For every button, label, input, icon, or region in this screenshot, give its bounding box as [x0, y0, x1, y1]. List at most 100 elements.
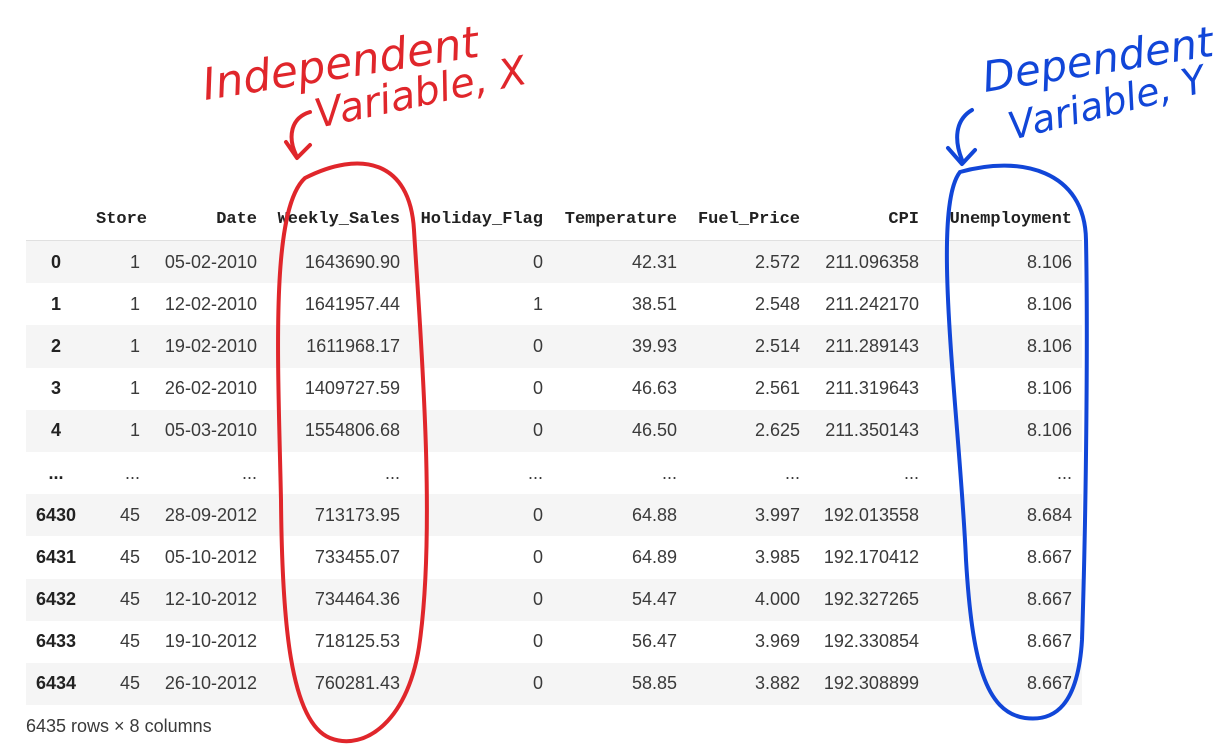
table-row: 3 1 26-02-2010 1409727.59 0 46.63 2.561 211.319…: [26, 367, 1082, 410]
cell-holiday-flag: ...: [527, 462, 543, 483]
table-row: ...........................: [26, 451, 1082, 495]
cell-fuel-price: 4.000: [754, 589, 800, 610]
cell-unemployment: 8.106: [1026, 293, 1072, 314]
cell-holiday-flag: 0: [532, 546, 543, 567]
table-row: 6434 45 26-10-2012 760281.43 0 58.85 3.882 192.…: [26, 662, 1082, 706]
cell-unemployment: 8.667: [1026, 589, 1072, 610]
cell-holiday-flag: 0: [532, 251, 543, 272]
table-row: 6433 45 19-10-2012 718125.53 0 56.47 3.969 192.…: [26, 620, 1082, 663]
cell-store: 1: [129, 420, 140, 441]
cell-unemployment: 8.106: [1026, 420, 1072, 441]
cell-date: 28-09-2012: [164, 504, 257, 525]
cell-fuel-price: 2.514: [754, 335, 800, 356]
cell-unemployment: 8.667: [1026, 546, 1072, 567]
cell-date: 26-02-2010: [164, 378, 257, 399]
table-row: 6430 45 28-09-2012 713173.95 0 64.88 3.997 192.…: [26, 494, 1082, 537]
cell-fuel-price: 2.572: [754, 251, 800, 272]
cell-date: 19-10-2012: [164, 631, 257, 652]
cell-holiday-flag: 0: [532, 378, 543, 399]
cell-date: 05-10-2012: [164, 546, 257, 567]
cell-holiday-flag: 0: [532, 335, 543, 356]
cell-fuel-price: ...: [784, 462, 800, 483]
cell-store: 1: [129, 335, 140, 356]
cell-store: 1: [129, 293, 140, 314]
cell-date: 05-03-2010: [164, 420, 257, 441]
cell-temperature: 64.88: [631, 504, 677, 525]
row-index: 6432: [36, 589, 77, 610]
row-index: 4: [50, 420, 61, 441]
red-arrowhead-icon: [284, 140, 312, 160]
cell-fuel-price: 3.969: [754, 631, 800, 652]
cell-cpi: 192.013558: [823, 504, 919, 525]
column-header-store: Store: [86, 198, 150, 241]
table-row: 6431 45 05-10-2012 733455.07 0 64.89 3.985 192.…: [26, 536, 1082, 579]
cell-cpi: 211.096358: [825, 251, 919, 272]
cell-cpi: 211.350143: [825, 420, 919, 441]
cell-store: 45: [119, 589, 140, 610]
cell-store: 45: [119, 546, 140, 567]
cell-date: ...: [241, 462, 257, 483]
column-header-fuel-price: Fuel_Price: [687, 198, 810, 241]
cell-store: 1: [129, 378, 140, 399]
cell-cpi: 192.308899: [823, 673, 919, 694]
cell-weekly-sales: 1641957.44: [304, 293, 400, 314]
cell-unemployment: 8.684: [1026, 504, 1072, 525]
blue-arrowhead-icon: [946, 146, 977, 166]
cell-temperature: 46.50: [631, 420, 677, 441]
cell-fuel-price: 3.882: [754, 673, 800, 694]
cell-cpi: 192.330854: [823, 631, 919, 652]
cell-weekly-sales: 734464.36: [314, 589, 400, 610]
cell-temperature: 39.93: [631, 335, 677, 356]
cell-store: 45: [119, 673, 140, 694]
cell-weekly-sales: 1643690.90: [304, 251, 400, 272]
cell-temperature: 38.51: [631, 293, 677, 314]
cell-date: 12-10-2012: [164, 589, 257, 610]
cell-temperature: 46.63: [631, 378, 677, 399]
cell-date: 05-02-2010: [164, 251, 257, 272]
dependent-label-line1: Dependent: [979, 17, 1218, 102]
cell-weekly-sales: ...: [384, 462, 400, 483]
cell-temperature: ...: [661, 462, 677, 483]
cell-unemployment: 8.667: [1026, 631, 1072, 652]
cell-unemployment: 8.667: [1026, 673, 1072, 694]
cell-weekly-sales: 718125.53: [314, 631, 400, 652]
cell-date: 26-10-2012: [164, 673, 257, 694]
cell-fuel-price: 2.625: [754, 420, 800, 441]
cell-fuel-price: 3.997: [754, 504, 800, 525]
column-header-unemployment: Unemployment: [929, 198, 1082, 241]
cell-unemployment: 8.106: [1026, 335, 1072, 356]
cell-unemployment: 8.106: [1026, 378, 1072, 399]
cell-store: ...: [124, 462, 140, 483]
column-header-temperature: Temperature: [553, 198, 687, 241]
cell-unemployment: ...: [1056, 462, 1072, 483]
cell-date: 12-02-2010: [164, 293, 257, 314]
cell-cpi: 211.289143: [825, 335, 919, 356]
cell-weekly-sales: 713173.95: [314, 504, 400, 525]
cell-unemployment: 8.106: [1026, 251, 1072, 272]
cell-date: 19-02-2010: [164, 335, 257, 356]
cell-fuel-price: 2.561: [754, 378, 800, 399]
red-arrow-icon: [289, 110, 312, 157]
cell-weekly-sales: 760281.43: [314, 673, 400, 694]
table-body: 0 1 05-02-2010 1643690.90 0 42.31 2.572 211.096…: [26, 240, 1082, 706]
row-index: 2: [50, 335, 61, 356]
cell-holiday-flag: 0: [532, 420, 543, 441]
cell-temperature: 42.31: [631, 251, 677, 272]
cell-holiday-flag: 0: [532, 589, 543, 610]
column-header-cpi: CPI: [810, 198, 929, 241]
cell-cpi: 211.242170: [825, 293, 919, 314]
table-row: 0 1 05-02-2010 1643690.90 0 42.31 2.572 211.096…: [26, 240, 1082, 284]
row-index: 6434: [36, 673, 77, 694]
column-header-holiday-flag: Holiday_Flag: [410, 198, 553, 241]
cell-weekly-sales: 1554806.68: [304, 420, 400, 441]
table-row: 6432 45 12-10-2012 734464.36 0 54.47 4.000 192.…: [26, 578, 1082, 621]
column-header-date: Date: [150, 198, 267, 241]
column-header-weekly-sales: Weekly_Sales: [267, 198, 410, 241]
dependent-label-line2: Variable, Y: [1004, 57, 1213, 149]
independent-label-line2: Variable, X: [311, 48, 533, 138]
header-row: Store Date Weekly_Sales Holiday_Flag Tempera…: [26, 198, 1082, 241]
row-index: 6433: [36, 631, 77, 652]
row-index: 6431: [36, 546, 77, 567]
cell-holiday-flag: 0: [532, 504, 543, 525]
cell-holiday-flag: 1: [532, 293, 543, 314]
